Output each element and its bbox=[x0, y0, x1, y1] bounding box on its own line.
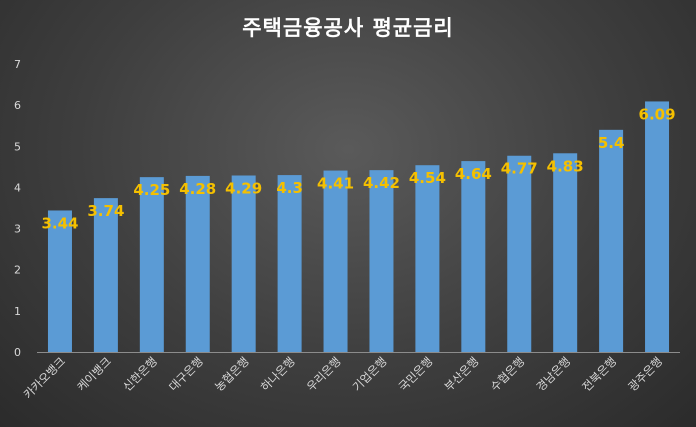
bar bbox=[645, 101, 670, 352]
y-tick-label: 0 bbox=[14, 346, 21, 359]
data-label: 4.41 bbox=[317, 175, 354, 193]
data-label: 6.09 bbox=[639, 105, 676, 123]
data-label: 4.28 bbox=[179, 180, 216, 198]
category-label: 전북은행 bbox=[579, 354, 619, 394]
category-label: 국민은행 bbox=[396, 354, 436, 394]
y-tick-label: 5 bbox=[14, 140, 21, 153]
data-label: 3.74 bbox=[87, 202, 124, 220]
bar bbox=[507, 155, 532, 352]
category-label: 하나은행 bbox=[258, 354, 298, 394]
data-label: 4.25 bbox=[133, 181, 170, 199]
data-label: 4.77 bbox=[501, 160, 538, 178]
y-tick-label: 4 bbox=[14, 181, 21, 194]
x-axis-labels: 카카오뱅크 케이뱅크 신한은행 대구은행 농협은행 하나은행 우리은행 기업은행 국민은행 부산은… bbox=[21, 354, 665, 401]
category-label: 부산은행 bbox=[442, 354, 482, 394]
bar bbox=[47, 210, 72, 352]
category-label: 수협은행 bbox=[488, 354, 528, 394]
data-label: 5.4 bbox=[598, 134, 625, 152]
category-label: 기업은행 bbox=[350, 354, 390, 394]
category-label: 대구은행 bbox=[166, 354, 206, 394]
category-label: 카카오뱅크 bbox=[21, 354, 68, 401]
bar bbox=[369, 170, 394, 352]
bar bbox=[139, 177, 164, 352]
bars-group bbox=[47, 101, 670, 352]
data-label: 3.44 bbox=[41, 214, 78, 232]
category-label: 우리은행 bbox=[304, 354, 344, 394]
bar bbox=[415, 165, 440, 352]
category-label: 광주은행 bbox=[625, 354, 665, 394]
data-label: 4.42 bbox=[363, 174, 400, 192]
bar bbox=[277, 175, 302, 352]
y-tick-label: 2 bbox=[14, 264, 21, 277]
bar bbox=[599, 129, 624, 352]
data-label: 4.54 bbox=[409, 169, 446, 187]
bar bbox=[461, 161, 486, 352]
category-label: 농협은행 bbox=[212, 354, 252, 394]
bar bbox=[231, 175, 256, 352]
y-tick-label: 6 bbox=[14, 99, 21, 112]
data-label: 4.83 bbox=[547, 157, 584, 175]
data-label: 4.3 bbox=[276, 179, 303, 197]
category-label: 경남은행 bbox=[533, 354, 573, 394]
category-label: 신한은행 bbox=[120, 354, 160, 394]
data-label: 4.29 bbox=[225, 179, 262, 197]
y-tick-label: 3 bbox=[14, 223, 21, 236]
bar bbox=[553, 153, 578, 352]
data-labels-group: 3.44 3.74 4.25 4.28 4.29 4.3 4.41 4.42 4.54 4.64 4… bbox=[41, 105, 675, 232]
y-axis: 0 1 2 3 4 5 6 7 bbox=[14, 58, 680, 359]
y-tick-label: 7 bbox=[14, 58, 21, 71]
category-label: 케이뱅크 bbox=[74, 354, 114, 394]
chart-title: 주택금융공사 평균금리 bbox=[242, 16, 454, 40]
bar bbox=[93, 198, 118, 352]
data-label: 4.64 bbox=[455, 165, 492, 183]
bar bbox=[185, 175, 210, 352]
y-tick-label: 1 bbox=[14, 305, 21, 318]
bar bbox=[323, 170, 348, 352]
